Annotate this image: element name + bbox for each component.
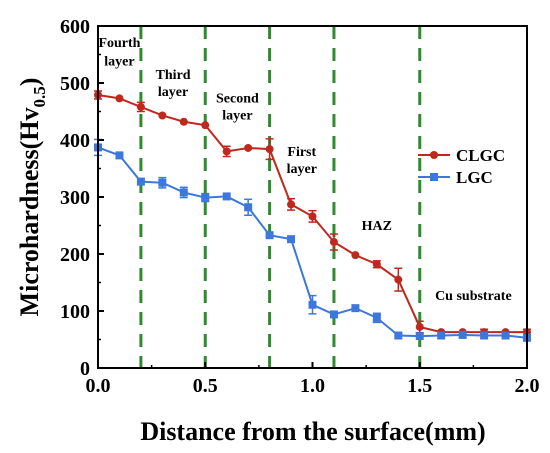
region-label: layer	[158, 85, 188, 100]
region-label: HAZ	[362, 219, 392, 234]
y-tick-label: 100	[60, 301, 90, 323]
data-point	[287, 200, 296, 209]
data-point	[201, 121, 210, 130]
legend-marker-lgc	[430, 173, 438, 181]
legend-label-lgc: LGC	[456, 168, 493, 187]
data-point	[244, 203, 253, 212]
y-tick-label: 300	[60, 187, 90, 209]
data-point	[394, 275, 403, 284]
data-point	[308, 212, 317, 221]
data-point	[136, 102, 145, 111]
data-point	[179, 117, 188, 126]
series-clgc	[94, 90, 531, 337]
data-point	[136, 177, 145, 186]
data-point	[287, 235, 296, 244]
x-tick-label: 2.0	[515, 375, 540, 397]
data-point	[158, 111, 167, 120]
data-point	[480, 331, 489, 340]
region-label: Second	[216, 91, 259, 106]
y-tick-label: 400	[60, 130, 90, 152]
region-label: Third	[156, 68, 191, 83]
x-axis-title: Distance from the surface(mm)	[140, 417, 485, 446]
y-axis-title-sub: 0.5	[30, 86, 49, 107]
region-labels: Fourth layer Third layer Second layer First lay…	[98, 36, 511, 304]
y-tick-label: 500	[60, 73, 90, 95]
y-axis-title-main: Microhardness(Hv	[15, 107, 44, 316]
data-point	[351, 304, 360, 313]
data-point	[308, 300, 317, 309]
data-point	[222, 147, 231, 156]
x-tick-label: 0.5	[193, 375, 218, 397]
layer-boundaries	[139, 26, 422, 368]
y-tick-label: 600	[60, 16, 90, 38]
region-label: layer	[222, 108, 252, 123]
data-point	[115, 94, 124, 103]
data-point	[415, 332, 424, 341]
region-label: First	[287, 145, 316, 160]
x-tick-label: 0.0	[86, 375, 111, 397]
data-point	[115, 151, 124, 160]
y-tick-label: 200	[60, 244, 90, 266]
data-point	[329, 238, 338, 247]
y-axis-title-close: )	[15, 78, 44, 87]
data-point	[372, 260, 381, 269]
data-point	[501, 331, 510, 340]
region-label: Fourth	[98, 36, 140, 51]
ticks: 0.0 0.5 1.0 1.5 2.0 0 100 200 300 400 500 600	[60, 16, 540, 397]
data-point	[158, 178, 167, 187]
data-point	[458, 330, 467, 339]
data-point	[415, 322, 424, 331]
data-point	[351, 251, 360, 260]
legend-marker-clgc	[430, 151, 438, 159]
data-point	[244, 143, 253, 152]
legend: CLGC LGC	[418, 146, 505, 187]
legend-label-clgc: CLGC	[456, 146, 505, 165]
x-tick-label: 1.5	[407, 375, 432, 397]
data-point	[329, 310, 338, 319]
x-tick-label: 1.0	[300, 375, 325, 397]
region-label: layer	[104, 54, 134, 69]
region-label: Cu substrate	[435, 289, 512, 304]
region-label: layer	[287, 162, 317, 177]
series-layer	[94, 90, 531, 342]
data-point	[265, 145, 274, 154]
data-point	[372, 313, 381, 322]
data-point	[394, 331, 403, 340]
data-point	[222, 192, 231, 201]
data-point	[201, 193, 210, 202]
y-axis-title: Microhardness(Hv0.5)	[15, 78, 49, 317]
data-point	[437, 331, 446, 340]
data-point	[179, 188, 188, 197]
y-tick-label: 0	[80, 358, 90, 380]
data-point	[265, 231, 274, 240]
